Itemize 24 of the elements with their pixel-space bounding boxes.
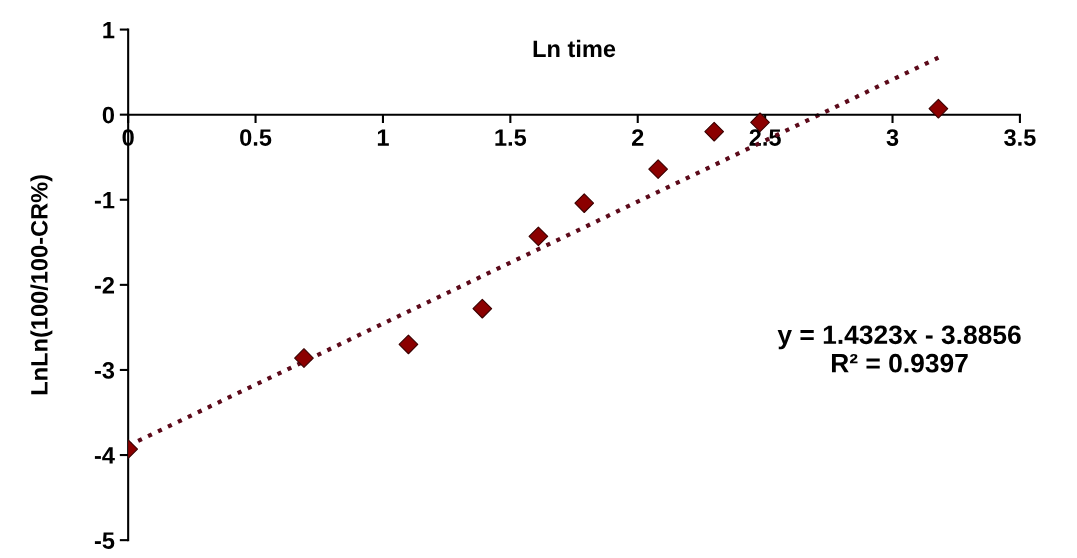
y-tick-label: -3 (94, 362, 115, 379)
x-tick-label: 3.5 (1004, 129, 1036, 146)
point (472, 298, 493, 319)
point (704, 121, 725, 142)
y-tick-label: -5 (94, 532, 115, 549)
point (648, 159, 668, 180)
point (398, 334, 419, 355)
y-tick-label: -1 (94, 192, 115, 209)
annotation: y = 1.4323x - 3.8856 R² = 0.9397 (777, 325, 1021, 373)
point (528, 226, 549, 247)
y-tick-label: 0 (102, 106, 114, 124)
x-tick-label: 1.5 (495, 129, 527, 146)
y-axis-title: LnLn(100/100-CR%) (30, 175, 53, 395)
y-tick-label: 1 (103, 21, 115, 39)
x-tick-label: 3 (886, 129, 899, 146)
y-tick-label: -4 (94, 447, 115, 464)
x-tick-label: 0.5 (240, 129, 272, 146)
x-axis-title: Ln time (533, 39, 616, 58)
point (928, 98, 949, 119)
x-tick-label: 2 (631, 129, 644, 146)
point (574, 193, 595, 214)
y-tick-label: -2 (94, 276, 115, 294)
point (294, 348, 314, 368)
x-tick-label: 1 (377, 129, 389, 146)
